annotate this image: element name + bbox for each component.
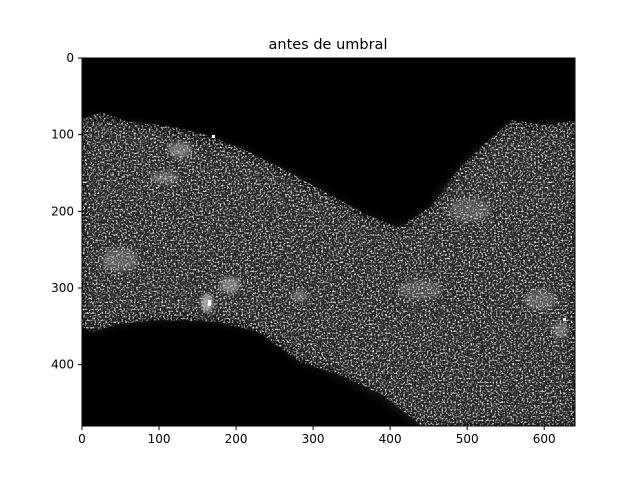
grayscale-image	[82, 112, 575, 426]
y-axis: 0 100 200 300 400	[51, 51, 82, 372]
x-tick-label: 500	[456, 432, 479, 446]
image-axes	[81, 57, 576, 427]
y-tick-label: 100	[51, 128, 74, 142]
x-tick-label: 0	[78, 432, 86, 446]
x-tick-label: 100	[148, 432, 171, 446]
y-tick-label: 300	[51, 281, 74, 295]
x-tick-label: 400	[379, 432, 402, 446]
x-tick-label: 600	[533, 432, 556, 446]
figure-title: antes de umbral	[269, 37, 388, 53]
x-tick-label: 300	[302, 432, 325, 446]
x-axis: 0 100 200 300 400 500 600	[78, 426, 556, 446]
x-tick-label: 200	[225, 432, 248, 446]
y-tick-label: 200	[51, 204, 74, 218]
y-tick-label: 0	[66, 51, 74, 65]
axes-frame	[81, 57, 576, 427]
y-tick-label: 400	[51, 358, 74, 372]
